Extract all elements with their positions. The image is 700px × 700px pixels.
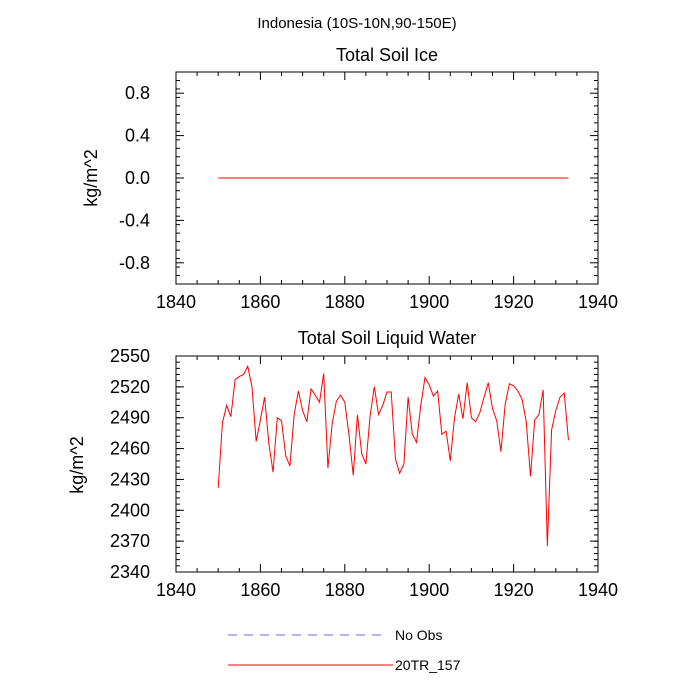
x-tick-label: 1900 — [409, 580, 449, 600]
y-tick-label: 2370 — [110, 531, 150, 551]
chart-title-soil-ice: Total Soil Ice — [336, 45, 438, 65]
x-tick-label: 1840 — [156, 580, 196, 600]
axis-ticks-soil-ice: 1840 1860 1880 1900 1920 1940 -0.8 -0.4 0.0 0.4 0.… — [119, 71, 618, 312]
y-axis-label-soil-liquid-water: kg/m^2 — [67, 436, 87, 493]
y-tick-label: 2340 — [110, 562, 150, 582]
series-line — [217, 364, 569, 547]
legend-label-no-obs: No Obs — [395, 627, 442, 643]
figure-main-title: Indonesia (10S-10N,90-150E) — [257, 15, 456, 32]
y-tick-label: 2460 — [110, 439, 150, 459]
chart-panel-soil-liquid-water: Total Soil Liquid Water kg/m^2 1840 1860 1… — [67, 328, 618, 600]
y-tick-label: 2490 — [110, 408, 150, 428]
x-tick-label: 1920 — [494, 292, 534, 312]
chart-title-soil-liquid-water: Total Soil Liquid Water — [298, 328, 476, 348]
y-tick-label: 0.0 — [125, 168, 150, 188]
x-tick-label: 1840 — [156, 292, 196, 312]
legend: No Obs 20TR_157 — [228, 627, 461, 673]
x-tick-label: 1940 — [578, 292, 618, 312]
y-axis-label-soil-ice: kg/m^2 — [81, 149, 101, 206]
x-tick-label: 1900 — [409, 292, 449, 312]
x-tick-label: 1920 — [494, 580, 534, 600]
y-tick-label: 2550 — [110, 346, 150, 366]
series-group-soil-liquid-water — [217, 364, 569, 547]
x-tick-label: 1880 — [325, 292, 365, 312]
legend-label-20tr-157: 20TR_157 — [395, 657, 461, 673]
x-tick-label: 1860 — [240, 292, 280, 312]
x-tick-label: 1940 — [578, 580, 618, 600]
y-tick-label: 0.8 — [125, 83, 150, 103]
y-tick-label: -0.8 — [119, 253, 150, 273]
x-tick-label: 1880 — [325, 580, 365, 600]
y-tick-label: 2400 — [110, 500, 150, 520]
x-tick-label: 1860 — [240, 580, 280, 600]
chart-panel-soil-ice: Total Soil Ice kg/m^2 1840 1860 1880 1900 19… — [81, 45, 618, 312]
y-tick-label: 0.4 — [125, 126, 150, 146]
plot-frame-soil-liquid-water — [175, 355, 599, 573]
y-tick-label: -0.4 — [119, 210, 150, 230]
y-tick-label: 2520 — [110, 377, 150, 397]
axis-ticks-soil-liquid-water: 1840 1860 1880 1900 1920 1940 2340 2370 2400 2430… — [110, 346, 618, 600]
y-tick-label: 2430 — [110, 469, 150, 489]
